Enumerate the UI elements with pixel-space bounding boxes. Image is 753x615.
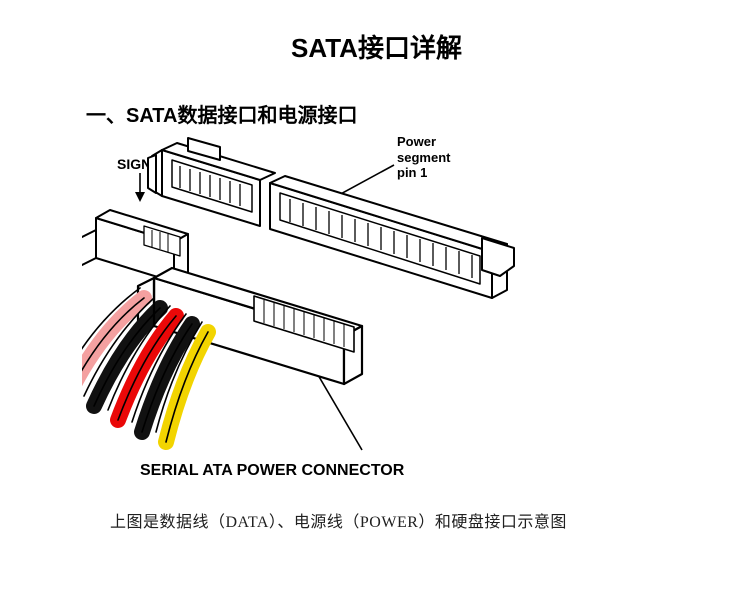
page-title: SATA接口详解 [0,28,753,65]
figure-caption: 上图是数据线（DATA）、电源线（POWER）和硬盘接口示意图 [110,508,753,532]
arrow-signal [135,173,145,202]
sata-diagram: SIGNAL Power segment pin 1 SERIAL ATA PO… [82,130,672,500]
connector-svg [82,130,672,500]
section-heading: 一、SATA数据接口和电源接口 [86,99,753,128]
